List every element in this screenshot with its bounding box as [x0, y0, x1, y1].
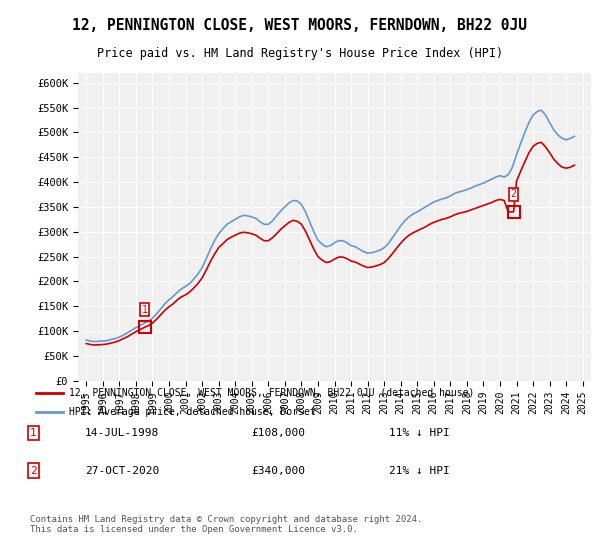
Text: 27-OCT-2020: 27-OCT-2020 — [85, 465, 160, 475]
Text: 1: 1 — [30, 428, 37, 438]
Text: £340,000: £340,000 — [251, 465, 305, 475]
Text: 2: 2 — [30, 465, 37, 475]
Text: 12, PENNINGTON CLOSE, WEST MOORS, FERNDOWN, BH22 0JU (detached house): 12, PENNINGTON CLOSE, WEST MOORS, FERNDO… — [68, 388, 474, 398]
Text: HPI: Average price, detached house, Dorset: HPI: Average price, detached house, Dors… — [68, 407, 316, 417]
Text: Price paid vs. HM Land Registry's House Price Index (HPI): Price paid vs. HM Land Registry's House … — [97, 48, 503, 60]
Text: 2: 2 — [511, 189, 517, 199]
Text: £108,000: £108,000 — [251, 428, 305, 438]
Text: 11% ↓ HPI: 11% ↓ HPI — [389, 428, 449, 438]
Text: Contains HM Land Registry data © Crown copyright and database right 2024.
This d: Contains HM Land Registry data © Crown c… — [30, 515, 422, 534]
Text: 14-JUL-1998: 14-JUL-1998 — [85, 428, 160, 438]
Text: 21% ↓ HPI: 21% ↓ HPI — [389, 465, 449, 475]
Text: 12, PENNINGTON CLOSE, WEST MOORS, FERNDOWN, BH22 0JU: 12, PENNINGTON CLOSE, WEST MOORS, FERNDO… — [73, 18, 527, 33]
Text: 1: 1 — [142, 305, 148, 315]
